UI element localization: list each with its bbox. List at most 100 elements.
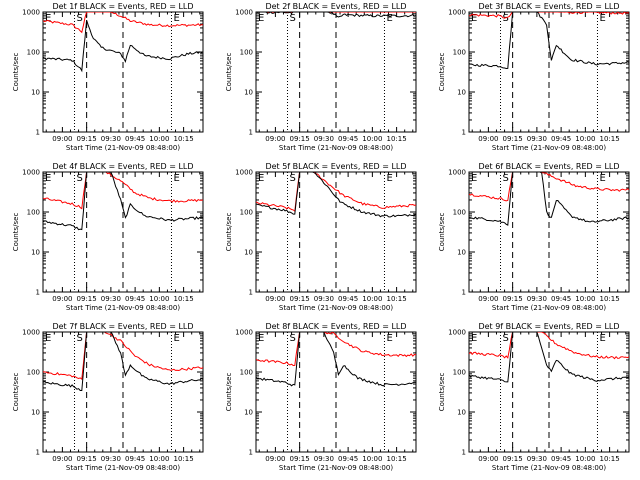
marker-e-label: E [386,13,392,24]
marker-e-label: E [599,333,605,344]
lld-series-line [43,12,203,34]
x-tick-label: 09:45 [551,135,571,143]
x-tick-label: 09:00 [52,135,72,143]
panel-1: Det 1f BLACK = Events, RED = LLD 1 10 100 10… [12,2,204,152]
panel-title: Det 2f BLACK = Events, RED = LLD [265,2,406,11]
marker-s-label: S [503,173,509,184]
x-tick-label: 09:45 [338,455,358,463]
x-tick-label: 10:00 [362,135,382,143]
panel-2: Det 2f BLACK = Events, RED = LLD 1 10 100 10… [225,2,417,152]
marker-start-label: E [471,13,477,24]
y-tick-label: 100 [240,209,253,217]
marker-e-label: E [386,333,392,344]
y-tick-label: 1 [249,289,253,297]
y-axis-label: Counts/sec [12,213,20,252]
y-tick-label: 100 [27,369,40,377]
lld-series-line [469,332,629,360]
x-tick-label: 10:00 [575,455,595,463]
marker-e-label: E [386,173,392,184]
x-tick-label: 09:00 [478,455,498,463]
y-axis-label: Counts/sec [225,373,233,412]
y-axis-label: Counts/sec [438,373,446,412]
y-tick-label: 10 [31,89,40,97]
x-tick-label: 09:30 [101,455,121,463]
marker-s-label: S [77,13,83,24]
marker-s-label: S [77,333,83,344]
events-series-line [256,332,416,387]
x-axis-label: Start Time (21-Nov-09 08:48:00) [279,304,393,312]
y-tick-label: 1 [36,129,40,137]
x-tick-label: 09:30 [314,295,334,303]
y-tick-label: 1 [36,289,40,297]
x-tick-label: 10:00 [149,295,169,303]
panel-title: Det 6f BLACK = Events, RED = LLD [478,162,619,171]
y-tick-label: 10 [457,249,466,257]
x-tick-label: 09:30 [101,295,121,303]
marker-e-label: E [173,173,179,184]
y-tick-label: 1000 [22,169,40,177]
x-tick-label: 10:15 [174,135,194,143]
x-tick-label: 09:30 [527,295,547,303]
x-tick-label: 09:45 [551,455,571,463]
y-tick-label: 100 [453,49,466,57]
y-axis-label: Counts/sec [225,213,233,252]
marker-start-label: E [471,333,477,344]
y-tick-label: 1000 [235,329,253,337]
x-tick-label: 10:15 [174,295,194,303]
y-tick-label: 10 [31,409,40,417]
y-axis-label: Counts/sec [438,213,446,252]
y-axis-label: Counts/sec [225,53,233,92]
x-tick-label: 09:15 [503,455,523,463]
y-tick-label: 1 [462,129,466,137]
x-tick-label: 09:15 [290,455,310,463]
x-axis-label: Start Time (21-Nov-09 08:48:00) [279,464,393,472]
x-tick-label: 09:45 [125,455,145,463]
x-tick-label: 09:30 [101,135,121,143]
x-tick-label: 09:30 [527,135,547,143]
x-tick-label: 10:15 [600,135,620,143]
events-series-line [43,172,203,231]
events-series-line [256,172,416,218]
y-tick-label: 100 [240,49,253,57]
lld-series-line [256,332,416,367]
x-tick-label: 09:45 [125,135,145,143]
panel-8: Det 8f BLACK = Events, RED = LLD 1 10 100 10… [225,322,417,472]
marker-s-label: S [77,173,83,184]
y-tick-label: 1 [249,129,253,137]
x-tick-label: 09:00 [52,455,72,463]
x-tick-label: 09:45 [338,295,358,303]
x-axis-label: Start Time (21-Nov-09 08:48:00) [492,304,606,312]
marker-e-label: E [173,13,179,24]
events-series-line [256,12,416,18]
panel-title: Det 3f BLACK = Events, RED = LLD [478,2,619,11]
y-tick-label: 10 [244,249,253,257]
x-axis-label: Start Time (21-Nov-09 08:48:00) [66,464,180,472]
marker-e-label: E [173,333,179,344]
x-tick-label: 10:00 [362,295,382,303]
panel-title: Det 4f BLACK = Events, RED = LLD [52,162,193,171]
events-series-line [469,172,629,226]
panel-4: Det 4f BLACK = Events, RED = LLD 1 10 100 10… [12,162,204,312]
y-tick-label: 10 [244,409,253,417]
x-tick-label: 09:30 [314,455,334,463]
y-tick-label: 1000 [448,329,466,337]
x-tick-label: 10:00 [149,455,169,463]
x-axis-label: Start Time (21-Nov-09 08:48:00) [492,144,606,152]
y-axis-label: Counts/sec [12,373,20,412]
y-axis-label: Counts/sec [438,53,446,92]
x-tick-label: 09:45 [338,135,358,143]
x-tick-label: 10:15 [174,455,194,463]
panel-5: Det 5f BLACK = Events, RED = LLD 1 10 100 10… [225,162,417,312]
y-tick-label: 10 [31,249,40,257]
y-tick-label: 1000 [235,169,253,177]
lld-series-line [469,12,629,19]
x-tick-label: 09:30 [527,455,547,463]
x-tick-label: 09:00 [478,295,498,303]
marker-s-label: S [290,333,296,344]
y-tick-label: 1000 [448,169,466,177]
y-tick-label: 1 [249,449,253,457]
marker-start-label: E [45,173,51,184]
x-tick-label: 09:00 [265,295,285,303]
y-tick-label: 1000 [448,9,466,17]
